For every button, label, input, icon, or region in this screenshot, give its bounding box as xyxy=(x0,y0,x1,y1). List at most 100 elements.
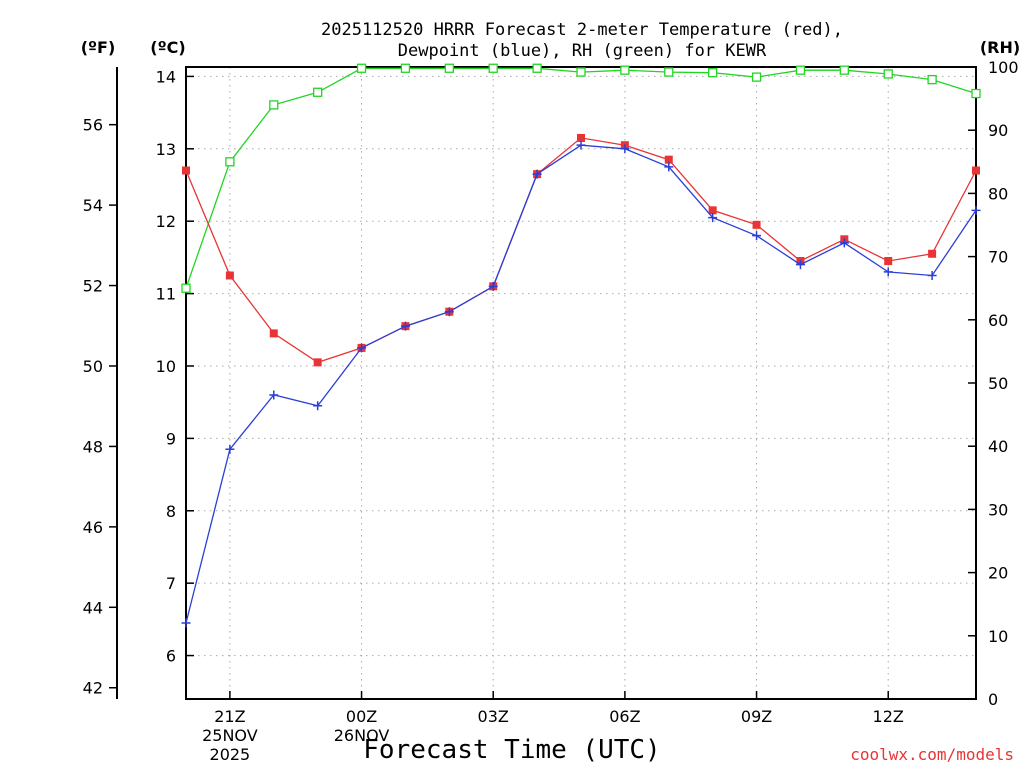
rh-tick-label: 90 xyxy=(988,121,1008,140)
fahrenheit-tick-label: 44 xyxy=(83,598,103,617)
rh-line xyxy=(185,67,977,289)
temperature-point xyxy=(225,271,234,280)
rh-point xyxy=(927,74,937,85)
dewpoint-point xyxy=(971,205,981,215)
gridlines xyxy=(186,67,976,699)
dewpoint-point xyxy=(269,390,279,400)
rh-point xyxy=(400,63,411,73)
fahrenheit-tick-label: 52 xyxy=(83,277,103,296)
fahrenheit-tick-label: 54 xyxy=(83,196,103,215)
credit-text: coolwx.com/models xyxy=(850,745,1014,764)
rh-point xyxy=(708,68,718,78)
dewpoint-point xyxy=(752,231,762,241)
dewpoint-point xyxy=(181,618,191,628)
celsius-tick-label: 6 xyxy=(166,647,176,666)
temperature-point xyxy=(269,329,278,338)
dewpoint-point xyxy=(225,444,235,454)
x-axis-label: Forecast Time (UTC) xyxy=(363,735,660,765)
rh-point xyxy=(313,87,323,97)
temperature-point xyxy=(708,206,717,215)
rh-tick-label: 0 xyxy=(988,690,998,709)
dewpoint-point xyxy=(883,267,893,277)
dewpoint-point xyxy=(708,213,718,223)
rh-point xyxy=(225,157,235,167)
celsius-tick-label: 9 xyxy=(166,429,176,448)
rh-tick-label: 10 xyxy=(988,627,1008,646)
x-tick-label: 03Z xyxy=(478,707,509,726)
temperature-point xyxy=(752,220,761,229)
x-tick-label: 2025 xyxy=(210,745,251,764)
dewpoint-point xyxy=(313,401,323,411)
rh-tick-label: 40 xyxy=(988,437,1008,456)
dewpoint-point xyxy=(532,169,542,179)
rh-point xyxy=(751,72,762,82)
temperature-point xyxy=(664,155,673,164)
rh-point xyxy=(883,69,893,79)
temperature-point xyxy=(972,166,980,175)
dewpoint-point xyxy=(357,343,367,353)
rh-tick-label: 20 xyxy=(988,564,1008,583)
axes: 6 7 8 9 10 11 12 13 14 42 44 46 48 50 52 54 56 0 10 20 30 40 5… xyxy=(83,58,1019,709)
rh-point xyxy=(971,88,981,99)
x-tick-label: 12Z xyxy=(873,707,904,726)
celsius-tick-label: 11 xyxy=(156,285,176,304)
rh-tick-label: 80 xyxy=(988,184,1008,203)
fahrenheit-tick-label: 46 xyxy=(83,518,103,537)
temperature-point xyxy=(182,166,190,175)
temperature-point xyxy=(928,249,937,258)
rh-tick-label: 50 xyxy=(988,374,1008,393)
dewpoint-line xyxy=(185,144,977,624)
x-tick-label: 06Z xyxy=(609,707,640,726)
temperature-point xyxy=(884,257,893,266)
rh-point xyxy=(532,63,542,73)
temperature-line xyxy=(185,137,977,364)
fahrenheit-tick-label: 48 xyxy=(83,437,103,456)
rh-tick-label: 30 xyxy=(988,500,1008,519)
rh-point xyxy=(620,65,630,75)
rh-tick-label: 70 xyxy=(988,248,1008,267)
celsius-tick-label: 13 xyxy=(156,140,176,159)
celsius-tick-label: 10 xyxy=(156,357,176,376)
fahrenheit-tick-label: 50 xyxy=(83,357,103,376)
rh-point xyxy=(576,67,586,77)
rh-point xyxy=(795,65,806,75)
data-series xyxy=(181,63,981,628)
rh-point xyxy=(664,67,674,77)
dewpoint-point xyxy=(400,321,410,331)
dewpoint-point xyxy=(620,144,630,154)
x-tick-label: 00Z xyxy=(346,707,377,726)
celsius-tick-label: 14 xyxy=(156,67,176,86)
celsius-unit-label: (ºC) xyxy=(150,38,185,57)
plot-frame xyxy=(185,66,977,700)
fahrenheit-tick-label: 56 xyxy=(83,116,103,135)
dewpoint-point xyxy=(664,162,674,172)
x-tick-label: 26NOV xyxy=(334,726,390,745)
x-tick-label: 25NOV xyxy=(202,726,258,745)
x-tick-label: 09Z xyxy=(741,707,772,726)
dewpoint-point xyxy=(839,238,849,248)
rh-point xyxy=(444,63,454,73)
rh-point xyxy=(356,63,367,73)
temperature-point xyxy=(313,358,322,367)
chart-title-line1: 2025112520 HRRR Forecast 2-meter Tempera… xyxy=(321,20,843,40)
rh-point xyxy=(181,283,191,293)
chart-title-line2: Dewpoint (blue), RH (green) for KEWR xyxy=(398,41,767,61)
dewpoint-point xyxy=(444,307,454,317)
rh-point xyxy=(488,63,498,73)
dewpoint-point xyxy=(795,260,805,270)
celsius-tick-label: 8 xyxy=(166,502,176,521)
rh-tick-label: 100 xyxy=(988,58,1019,77)
rh-point xyxy=(839,65,849,75)
rh-unit-label: (RH) xyxy=(980,38,1020,57)
x-tick-label: 21Z xyxy=(214,707,245,726)
rh-point xyxy=(269,100,279,110)
temperature-point xyxy=(577,133,585,142)
rh-tick-label: 60 xyxy=(988,311,1008,330)
dewpoint-point xyxy=(927,270,937,280)
celsius-tick-label: 7 xyxy=(166,574,176,593)
fahrenheit-unit-label: (ºF) xyxy=(81,38,116,57)
celsius-tick-label: 12 xyxy=(156,212,176,231)
dewpoint-point xyxy=(488,281,498,291)
